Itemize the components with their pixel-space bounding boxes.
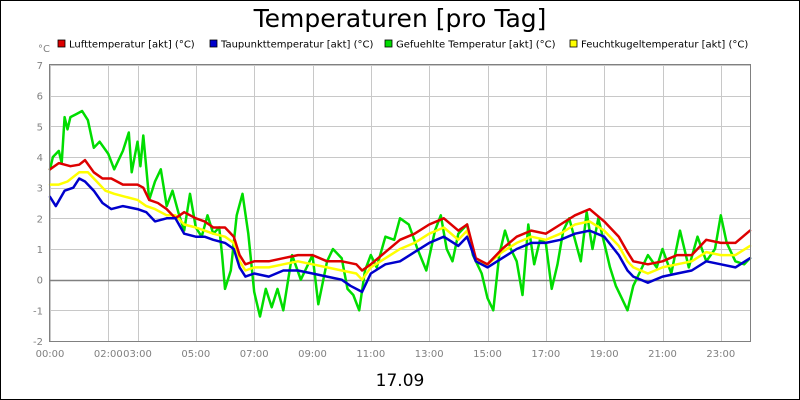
y-unit-label: °C xyxy=(38,44,50,55)
legend-swatch xyxy=(569,39,578,48)
y-tick-label: 7 xyxy=(37,61,43,72)
y-tick-label: 5 xyxy=(37,122,43,133)
x-tick-label: 23:00 xyxy=(706,349,735,360)
series-line-0 xyxy=(48,158,752,272)
y-tick-label: 6 xyxy=(37,92,43,103)
x-tick-label: 00:00 xyxy=(36,349,65,360)
y-tick-label: 4 xyxy=(37,153,43,164)
x-tick-label: 17:00 xyxy=(531,349,560,360)
y-tick-label: -2 xyxy=(33,337,43,348)
y-tick-label: -1 xyxy=(33,306,43,317)
x-tick-label: 15:00 xyxy=(473,349,502,360)
date-label: 17.09 xyxy=(376,371,425,391)
series-lines xyxy=(48,109,752,318)
chart-legend: Lufttemperatur [akt] (°C) Taupunkttempera… xyxy=(57,39,748,51)
chart-title: Temperaturen [pro Tag] xyxy=(253,4,547,33)
y-tick-label: 2 xyxy=(37,214,43,225)
x-axis-ticks: 00:00 02:00 03:00 05:00 07:00 09:00 11:00 13:00… xyxy=(36,349,736,360)
x-tick-label: 13:00 xyxy=(415,349,444,360)
legend-swatch xyxy=(384,39,393,48)
legend-swatch xyxy=(209,39,218,48)
y-tick-label: 3 xyxy=(37,184,43,195)
legend-label: Feuchtkugeltemperatur [akt] (°C) xyxy=(581,40,748,51)
x-tick-label: 21:00 xyxy=(648,349,677,360)
x-tick-label: 09:00 xyxy=(298,349,327,360)
x-tick-label: 03:00 xyxy=(123,349,152,360)
x-tick-label: 05:00 xyxy=(181,349,210,360)
plot-border xyxy=(49,64,751,342)
series-line-1 xyxy=(48,177,752,294)
x-tick-label: 07:00 xyxy=(240,349,269,360)
y-tick-label: 0 xyxy=(37,276,43,287)
series-line-3 xyxy=(48,171,752,281)
legend-label: Taupunkttemperatur [akt] (°C) xyxy=(220,40,373,51)
x-tick-label: 02:00 xyxy=(94,349,123,360)
y-axis-ticks: -2 -1 0 1 2 3 4 5 6 7 xyxy=(33,61,43,348)
series-line-2 xyxy=(48,109,752,318)
y-tick-label: 1 xyxy=(37,245,43,256)
x-tick-label: 19:00 xyxy=(590,349,619,360)
legend-swatch xyxy=(57,39,66,48)
legend-label: Lufttemperatur [akt] (°C) xyxy=(69,40,195,51)
legend-label: Gefuehlte Temperatur [akt] (°C) xyxy=(396,40,556,51)
x-tick-label: 11:00 xyxy=(356,349,385,360)
